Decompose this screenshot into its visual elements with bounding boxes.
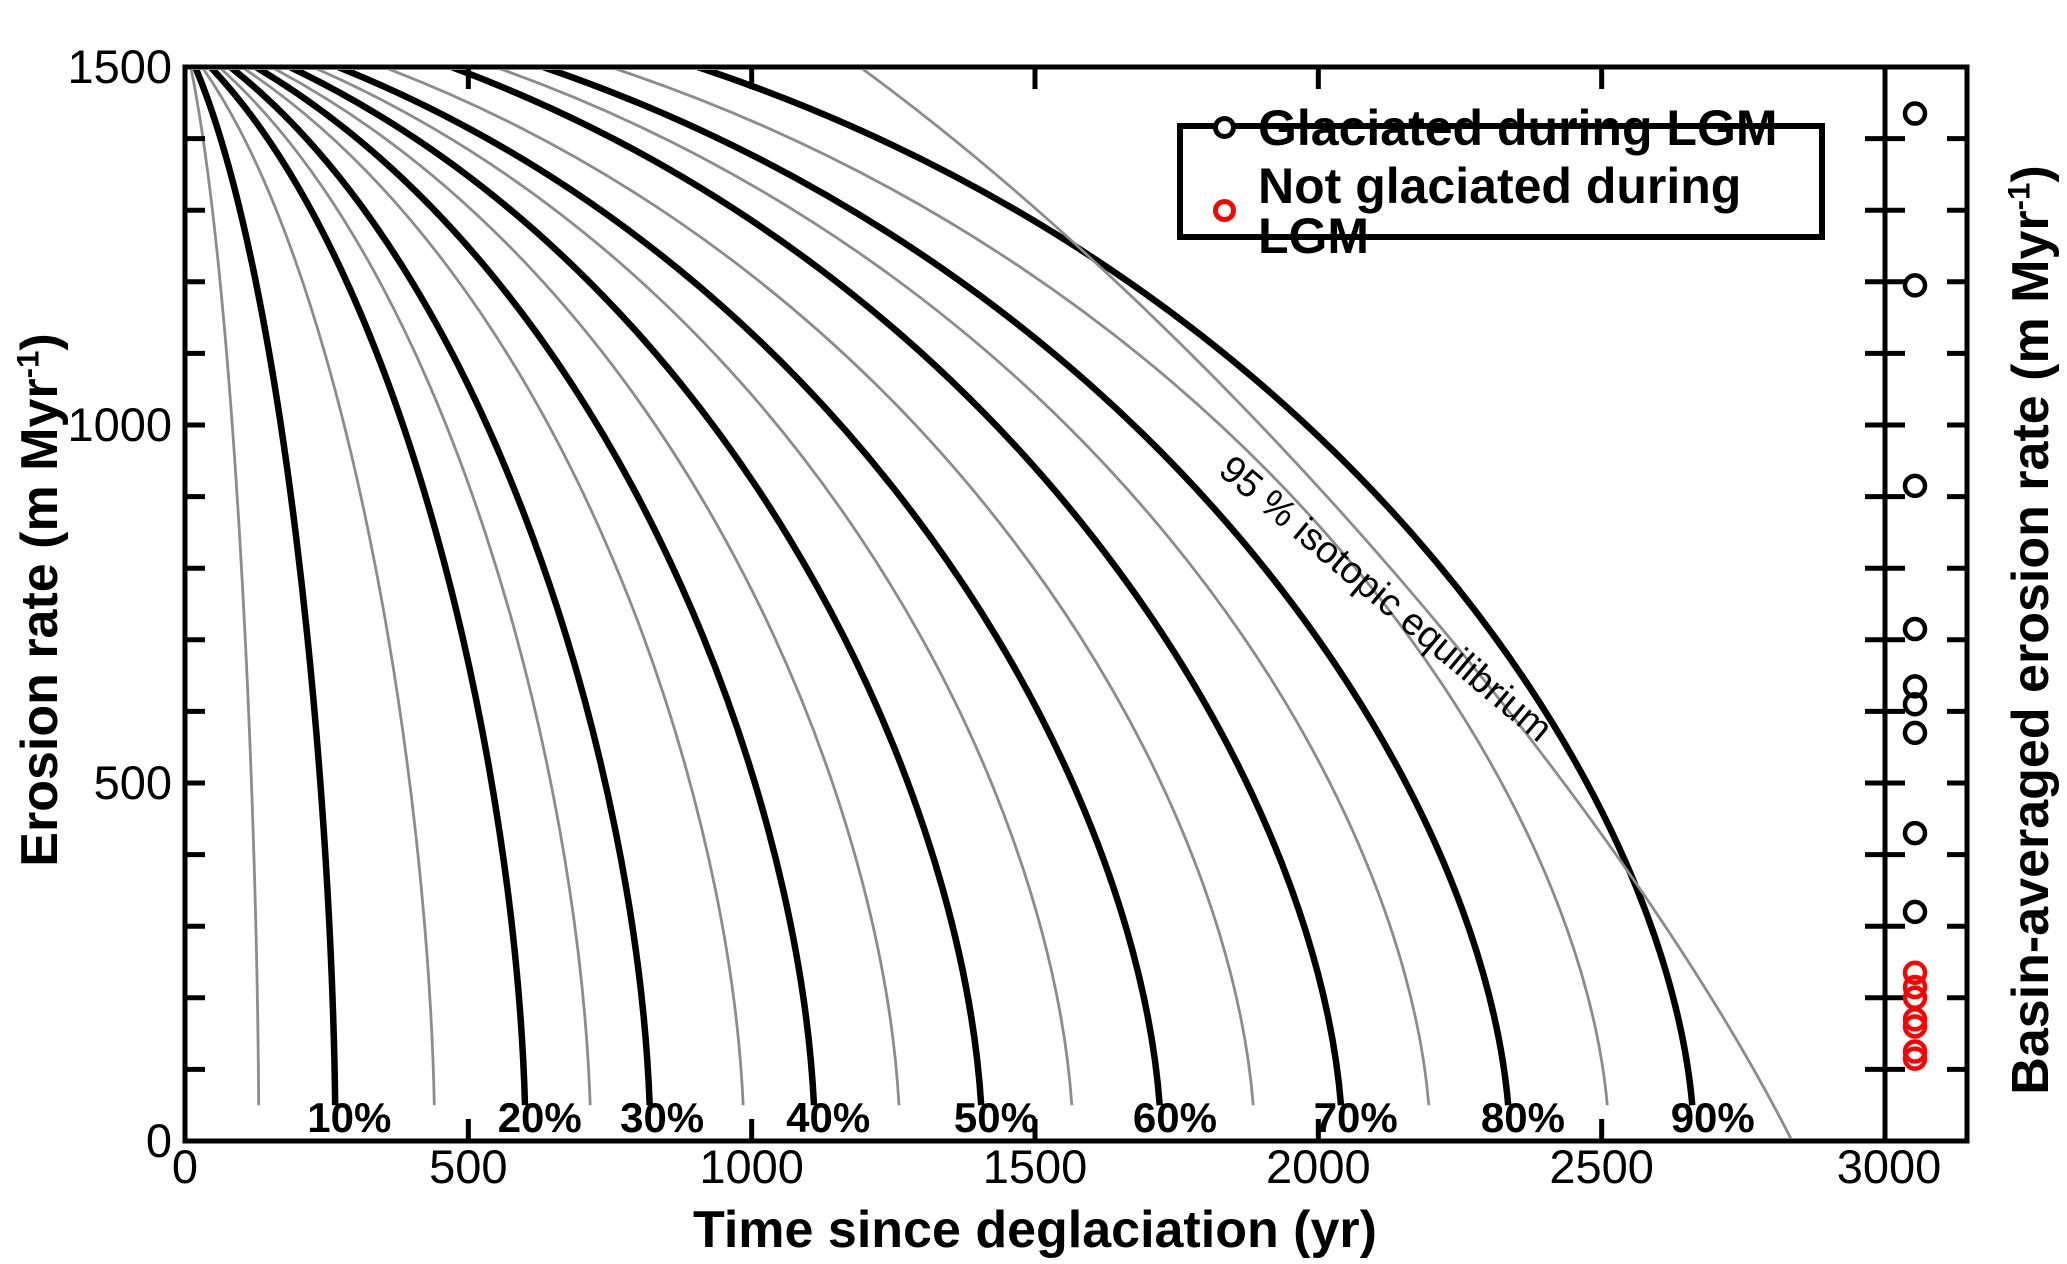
glaciated-point-320 (1902, 899, 1928, 925)
x-axis-title: Time since deglaciation (yr) (693, 1201, 1377, 1259)
y2-axis-title-close: ) (2002, 165, 2060, 183)
x-tick-label-2500: 2500 (1549, 1140, 1654, 1193)
legend: Glaciated during LGM Not glaciated durin… (1177, 103, 1825, 261)
contour-label-50pct: 50% (954, 1094, 1038, 1141)
glaciated-point-1195 (1902, 273, 1928, 298)
contour-line-20pct (208, 70, 529, 1106)
glaciated-point-570 (1902, 720, 1928, 746)
glaciated-point-715 (1902, 616, 1928, 642)
y-axis-title-text: Erosion rate (m Myr (11, 378, 69, 867)
not-glaciated-point-215 (1902, 974, 1928, 1000)
contour-line-50pct (288, 70, 985, 1106)
glaciated-point-915 (1902, 473, 1928, 499)
contour-label-70pct: 70% (1314, 1094, 1398, 1141)
contour-label-10pct: 10% (307, 1094, 391, 1141)
contour-line-80pct (542, 70, 1512, 1106)
contour-line-95pct (861, 70, 1793, 1138)
contour-line-15pct (202, 70, 436, 1106)
glaciated-point-430 (1902, 820, 1928, 846)
contour-line-30pct (228, 70, 653, 1106)
contour-line-60pct (336, 70, 1163, 1106)
x-tick-label-1500: 1500 (983, 1140, 1088, 1193)
glaciated-point-1435 (1902, 101, 1928, 126)
legend-label-glaciated: Glaciated during LGM (1258, 99, 1778, 156)
x-tick-label-3000: 3000 (1837, 1140, 1942, 1193)
not-glaciated-marker-icon (1213, 199, 1236, 222)
x-tick-label-500: 500 (429, 1140, 507, 1193)
y-tick-label-1000: 1000 (67, 398, 172, 451)
not-glaciated-point-170 (1902, 1007, 1928, 1032)
glaciated-marker-icon (1213, 116, 1236, 139)
contour-line-75pct (499, 70, 1431, 1106)
y-axis-title-close: ) (11, 333, 69, 351)
contour-line-85pct (614, 70, 1609, 1106)
contour-line-35pct (243, 70, 745, 1106)
y2-axis-title-text: Basin-averaged erosion rate (m Myr (2002, 210, 2060, 1095)
y2-axis-title-sup: -1 (2001, 182, 2037, 211)
y-tick-label-1500: 1500 (67, 40, 172, 93)
contour-label-60pct: 60% (1133, 1094, 1217, 1141)
legend-label-not-glaciated: Not glaciated during LGM (1258, 157, 1742, 264)
y-tick-label-500: 500 (94, 756, 172, 809)
contour-line-90pct (696, 70, 1696, 1106)
glaciated-point-610 (1902, 691, 1928, 717)
not-glaciated-point-115 (1902, 1046, 1928, 1071)
contour-line-70pct (450, 70, 1345, 1106)
x-tick-label-0: 0 (172, 1140, 198, 1193)
contour-line-45pct (273, 70, 901, 1106)
contour-line-40pct (254, 70, 818, 1106)
legend-item-not-glaciated: Not glaciated during LGM (1213, 161, 1819, 261)
not-glaciated-point-125 (1902, 1039, 1928, 1064)
contour-line-55pct (315, 70, 1074, 1106)
x-tick-label-1000: 1000 (699, 1140, 804, 1193)
contour-line-65pct (387, 70, 1255, 1106)
y-axis-title: Erosion rate (m Myr-1) (10, 333, 70, 866)
contour-line-10pct (192, 70, 339, 1106)
contour-line-25pct (220, 70, 592, 1106)
y2-axis-title: Basin-averaged erosion rate (m Myr-1) (2001, 165, 2061, 1094)
legend-item-glaciated: Glaciated during LGM (1213, 103, 1819, 153)
y-axis-title-sup: -1 (10, 350, 46, 379)
y-tick-label-0: 0 (146, 1114, 172, 1167)
contour-label-30pct: 30% (620, 1094, 704, 1141)
contour-label-40pct: 40% (786, 1094, 870, 1141)
contour-label-90pct: 90% (1671, 1094, 1755, 1141)
strip-panel-border (1882, 64, 1970, 1144)
not-glaciated-point-235 (1902, 960, 1928, 985)
contour-line-5pct (189, 70, 261, 1106)
contour-label-80pct: 80% (1481, 1094, 1565, 1141)
not-glaciated-point-160 (1902, 1014, 1928, 1039)
x-tick-label-2000: 2000 (1266, 1140, 1371, 1193)
contour-label-20pct: 20% (498, 1094, 582, 1141)
